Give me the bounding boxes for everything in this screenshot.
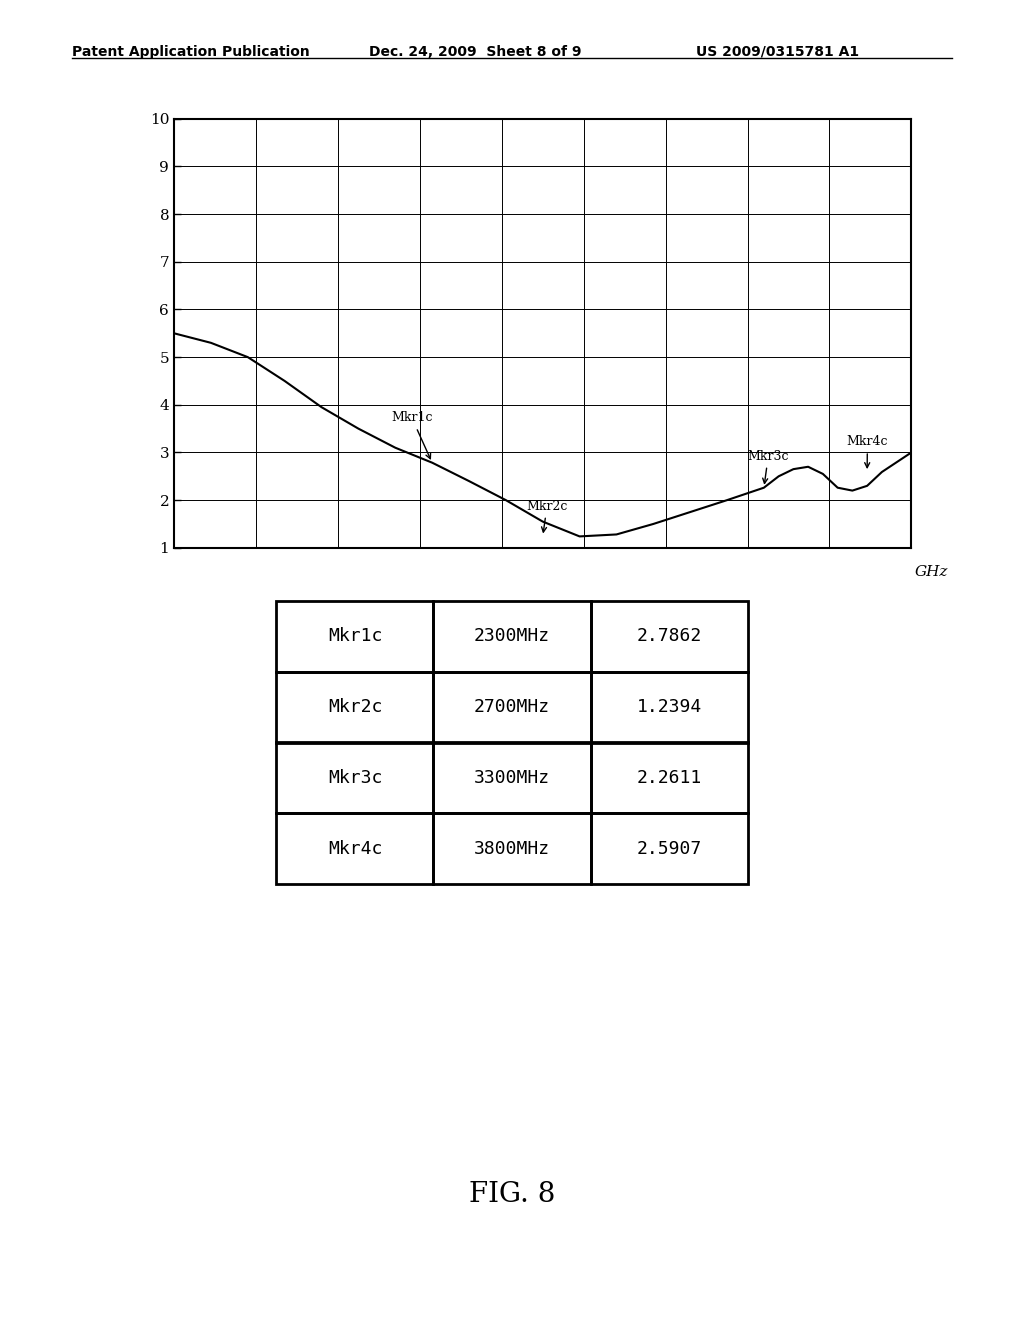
Text: 3300MHz: 3300MHz bbox=[474, 770, 550, 787]
Text: Mkr2c: Mkr2c bbox=[328, 698, 382, 715]
Bar bbox=[591, 813, 748, 884]
Bar bbox=[591, 742, 748, 813]
Text: GHz: GHz bbox=[915, 565, 948, 579]
Text: 2.5907: 2.5907 bbox=[636, 840, 701, 858]
Bar bbox=[276, 601, 433, 672]
Text: 2.2611: 2.2611 bbox=[636, 770, 701, 787]
Bar bbox=[276, 813, 433, 884]
Text: Mkr4c: Mkr4c bbox=[847, 436, 888, 467]
Text: Dec. 24, 2009  Sheet 8 of 9: Dec. 24, 2009 Sheet 8 of 9 bbox=[369, 45, 582, 59]
Text: Mkr1c: Mkr1c bbox=[328, 627, 382, 645]
Bar bbox=[591, 601, 748, 672]
Text: Mkr1c: Mkr1c bbox=[391, 412, 433, 459]
Bar bbox=[433, 672, 591, 742]
Text: Mkr2c: Mkr2c bbox=[526, 500, 567, 532]
Text: 2.7862: 2.7862 bbox=[636, 627, 701, 645]
Text: Mkr3c: Mkr3c bbox=[748, 450, 790, 483]
Bar bbox=[276, 672, 433, 742]
Text: US 2009/0315781 A1: US 2009/0315781 A1 bbox=[696, 45, 859, 59]
Text: FIG. 8: FIG. 8 bbox=[469, 1181, 555, 1208]
Bar bbox=[591, 672, 748, 742]
Bar bbox=[433, 813, 591, 884]
Bar bbox=[276, 742, 433, 813]
Text: Patent Application Publication: Patent Application Publication bbox=[72, 45, 309, 59]
Text: 3800MHz: 3800MHz bbox=[474, 840, 550, 858]
Text: Mkr4c: Mkr4c bbox=[328, 840, 382, 858]
Text: Mkr3c: Mkr3c bbox=[328, 770, 382, 787]
Text: 1.2394: 1.2394 bbox=[636, 698, 701, 715]
Bar bbox=[433, 601, 591, 672]
Bar bbox=[433, 742, 591, 813]
Text: 2700MHz: 2700MHz bbox=[474, 698, 550, 715]
Text: 2300MHz: 2300MHz bbox=[474, 627, 550, 645]
